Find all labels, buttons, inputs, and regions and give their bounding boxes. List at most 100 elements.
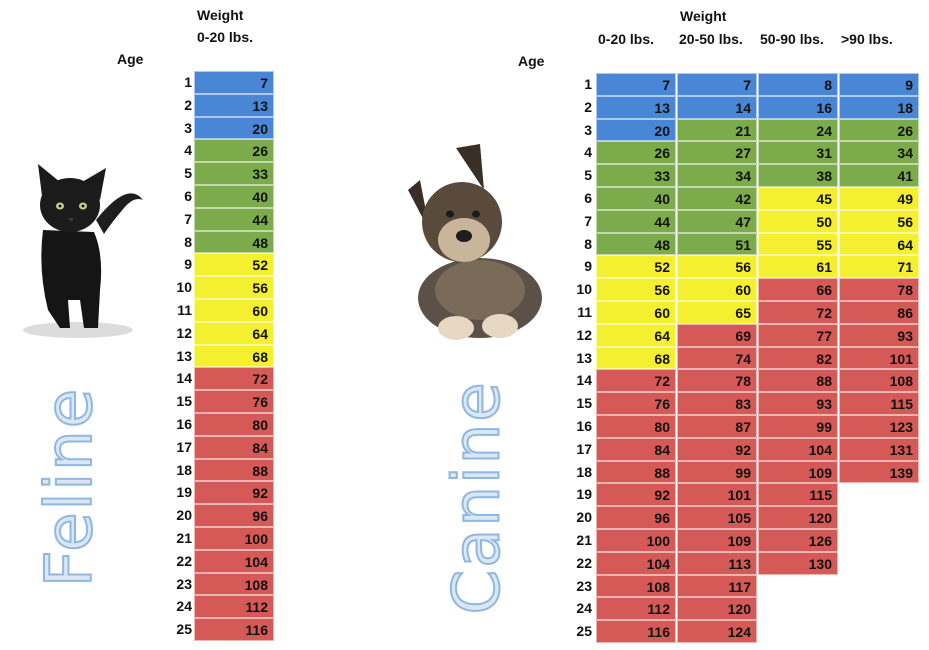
table-cell: 7 bbox=[596, 73, 676, 96]
canine-column-header-3: 50-90 lbs. bbox=[760, 31, 824, 47]
age-label: 13 bbox=[576, 349, 592, 366]
table-cell: 61 bbox=[758, 255, 838, 279]
age-label: 16 bbox=[176, 416, 192, 432]
table-cell: 80 bbox=[596, 415, 676, 438]
table-cell: 34 bbox=[839, 141, 919, 165]
feline-title: Feline bbox=[32, 386, 108, 588]
table-cell: 24 bbox=[758, 118, 838, 142]
table-cell: 20 bbox=[194, 116, 274, 140]
table-cell: 86 bbox=[839, 301, 919, 324]
age-label: 2 bbox=[184, 96, 192, 113]
age-label: 18 bbox=[576, 463, 592, 480]
table-cell: 83 bbox=[677, 392, 757, 415]
age-label: 25 bbox=[576, 623, 592, 640]
table-cell: 69 bbox=[677, 323, 757, 347]
table-cell: 26 bbox=[596, 141, 676, 165]
table-cell: 65 bbox=[677, 301, 757, 324]
table-cell: 104 bbox=[758, 437, 838, 461]
canine-weight-label: Weight bbox=[680, 8, 727, 24]
table-cell: 72 bbox=[194, 367, 274, 391]
age-label: 23 bbox=[176, 575, 192, 592]
age-label: 19 bbox=[576, 486, 592, 503]
age-label: 10 bbox=[176, 279, 192, 296]
table-cell: 56 bbox=[596, 278, 676, 301]
age-label: 12 bbox=[576, 326, 592, 343]
table-cell: 14 bbox=[677, 95, 757, 119]
age-label: 16 bbox=[576, 418, 592, 434]
table-cell: 64 bbox=[839, 232, 919, 256]
age-label: 4 bbox=[584, 144, 592, 161]
table-cell: 60 bbox=[596, 301, 676, 324]
table-cell: 64 bbox=[194, 321, 274, 345]
age-label: 17 bbox=[576, 440, 592, 457]
table-cell: 26 bbox=[839, 118, 919, 142]
age-label: 5 bbox=[184, 165, 192, 182]
table-cell: 139 bbox=[839, 460, 919, 484]
table-cell: 34 bbox=[677, 164, 757, 187]
table-cell: 108 bbox=[194, 572, 274, 596]
table-cell: 101 bbox=[839, 346, 919, 370]
table-cell: 84 bbox=[194, 435, 274, 459]
age-label: 7 bbox=[584, 212, 592, 229]
table-cell: 124 bbox=[677, 620, 757, 643]
table-cell: 96 bbox=[596, 506, 676, 529]
table-cell: 13 bbox=[194, 93, 274, 117]
age-label: 2 bbox=[584, 98, 592, 115]
table-cell: 64 bbox=[596, 323, 676, 347]
age-label: 20 bbox=[576, 509, 592, 526]
age-label: 21 bbox=[176, 530, 192, 546]
table-cell: 88 bbox=[596, 460, 676, 484]
table-cell: 56 bbox=[677, 255, 757, 279]
age-label: 15 bbox=[176, 393, 192, 410]
table-cell: 93 bbox=[839, 323, 919, 347]
table-cell: 16 bbox=[758, 95, 838, 119]
canine-column-header-4: >90 lbs. bbox=[841, 31, 893, 47]
table-cell: 126 bbox=[758, 529, 838, 552]
table-cell: 48 bbox=[194, 230, 274, 254]
table-cell: 42 bbox=[677, 187, 757, 210]
table-cell: 99 bbox=[758, 415, 838, 438]
table-cell: 77 bbox=[758, 323, 838, 347]
canine-age-label: Age bbox=[518, 53, 545, 69]
age-label: 25 bbox=[176, 621, 192, 638]
age-label: 1 bbox=[184, 74, 192, 90]
table-cell: 8 bbox=[758, 73, 838, 96]
puppy-image bbox=[408, 144, 542, 340]
age-label: 23 bbox=[576, 577, 592, 594]
age-label: 24 bbox=[576, 600, 592, 617]
table-cell: 50 bbox=[758, 209, 838, 233]
table-cell: 72 bbox=[758, 301, 838, 324]
table-cell: 108 bbox=[839, 369, 919, 393]
table-cell: 72 bbox=[596, 369, 676, 393]
table-cell: 31 bbox=[758, 141, 838, 165]
table-cell: 116 bbox=[596, 620, 676, 643]
table-cell: 7 bbox=[677, 73, 757, 96]
table-cell: 38 bbox=[758, 164, 838, 187]
age-label: 19 bbox=[176, 484, 192, 501]
canine-title: Canine bbox=[440, 379, 516, 615]
table-cell: 108 bbox=[596, 574, 676, 598]
canine-column-header-1: 0-20 lbs. bbox=[598, 31, 655, 47]
table-cell: 92 bbox=[677, 437, 757, 461]
table-cell: 71 bbox=[839, 255, 919, 279]
table-cell: 76 bbox=[194, 390, 274, 413]
age-label: 9 bbox=[184, 256, 192, 273]
table-cell: 48 bbox=[596, 232, 676, 256]
age-label: 6 bbox=[584, 190, 592, 206]
table-cell: 33 bbox=[596, 164, 676, 187]
table-cell: 104 bbox=[596, 551, 676, 575]
age-label: 20 bbox=[176, 507, 192, 524]
age-label: 8 bbox=[584, 235, 592, 252]
table-cell: 33 bbox=[194, 162, 274, 185]
table-cell: 104 bbox=[194, 549, 274, 573]
table-cell: 52 bbox=[596, 255, 676, 279]
age-label: 7 bbox=[184, 210, 192, 227]
table-cell: 51 bbox=[677, 232, 757, 256]
table-cell: 68 bbox=[596, 346, 676, 370]
feline-column-header: 0-20 lbs. bbox=[197, 29, 254, 45]
age-label: 13 bbox=[176, 347, 192, 364]
age-label: 12 bbox=[176, 324, 192, 341]
table-cell: 100 bbox=[194, 527, 274, 550]
age-label: 3 bbox=[184, 119, 192, 136]
table-cell: 45 bbox=[758, 187, 838, 210]
